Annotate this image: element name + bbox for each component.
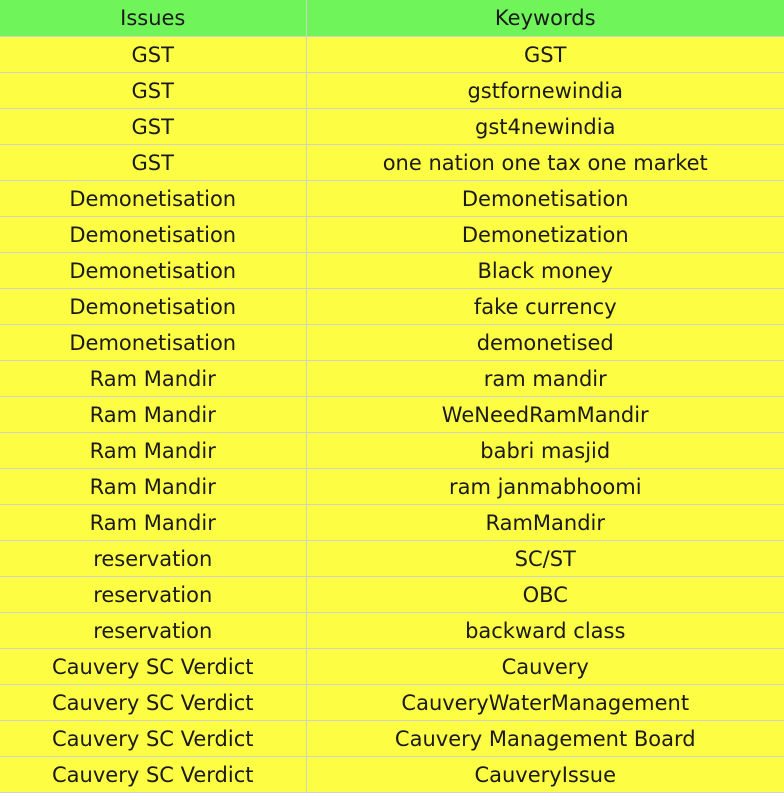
keyword-cell[interactable]: GST [305,36,784,73]
keyword-cell[interactable]: babri masjid [305,432,784,469]
table-row: Ram Mandir ram janmabhoomi [0,468,784,505]
table-row: Cauvery SC Verdict Cauvery [0,648,784,685]
table-row: Ram Mandir babri masjid [0,432,784,469]
table-row: GST GST [0,36,784,73]
keyword-cell[interactable]: fake currency [305,288,784,325]
issue-cell[interactable]: Cauvery SC Verdict [0,648,307,685]
keyword-cell[interactable]: OBC [305,576,784,613]
issue-cell[interactable]: GST [0,72,307,109]
issue-cell[interactable]: Demonetisation [0,324,307,361]
keyword-cell[interactable]: one nation one tax one market [305,144,784,181]
issue-cell[interactable]: Demonetisation [0,288,307,325]
table-row: Cauvery SC Verdict CauveryIssue [0,756,784,793]
issue-cell[interactable]: Demonetisation [0,216,307,253]
keyword-cell[interactable]: RamMandir [305,504,784,541]
table-row: reservation OBC [0,576,784,613]
header-cell-keywords[interactable]: Keywords [305,0,784,37]
table-row: Ram Mandir RamMandir [0,504,784,541]
issue-cell[interactable]: Ram Mandir [0,360,307,397]
table-row: Ram Mandir WeNeedRamMandir [0,396,784,433]
keyword-cell[interactable]: CauveryWaterManagement [305,684,784,721]
issue-cell[interactable]: Demonetisation [0,252,307,289]
keyword-cell[interactable]: Black money [305,252,784,289]
table-row: Demonetisation fake currency [0,288,784,325]
keyword-cell[interactable]: gstfornewindia [305,72,784,109]
keyword-cell[interactable]: demonetised [305,324,784,361]
keyword-cell[interactable]: Cauvery Management Board [305,720,784,757]
keyword-cell[interactable]: ram mandir [305,360,784,397]
header-cell-issues[interactable]: Issues [0,0,307,37]
table-row: reservation SC/ST [0,540,784,577]
table-row: GST one nation one tax one market [0,144,784,181]
table-row: GST gst4newindia [0,108,784,145]
issue-cell[interactable]: Cauvery SC Verdict [0,756,307,793]
table-row: Cauvery SC Verdict Cauvery Management Boa… [0,720,784,757]
keyword-cell[interactable]: Demonetization [305,216,784,253]
keyword-cell[interactable]: Demonetisation [305,180,784,217]
table-body: GST GST GST gstfornewindia GST gst4newindia GS… [0,36,784,793]
issue-cell[interactable]: reservation [0,576,307,613]
issue-cell[interactable]: GST [0,144,307,181]
keyword-cell[interactable]: ram janmabhoomi [305,468,784,505]
keyword-cell[interactable]: Cauvery [305,648,784,685]
issue-cell[interactable]: reservation [0,612,307,649]
issue-cell[interactable]: Ram Mandir [0,504,307,541]
issue-cell[interactable]: Ram Mandir [0,396,307,433]
issue-cell[interactable]: Ram Mandir [0,468,307,505]
issue-cell[interactable]: Cauvery SC Verdict [0,720,307,757]
table-row: Cauvery SC Verdict CauveryWaterManagement [0,684,784,721]
table-row: Demonetisation Black money [0,252,784,289]
issue-cell[interactable]: reservation [0,540,307,577]
table-row: Demonetisation Demonetisation [0,180,784,217]
table-row: GST gstfornewindia [0,72,784,109]
table-row: Demonetisation demonetised [0,324,784,361]
issue-cell[interactable]: Ram Mandir [0,432,307,469]
keyword-cell[interactable]: WeNeedRamMandir [305,396,784,433]
header-row: Issues Keywords [0,0,784,37]
keyword-cell[interactable]: backward class [305,612,784,649]
issue-cell[interactable]: Demonetisation [0,180,307,217]
table-row: reservation backward class [0,612,784,649]
table-row: Ram Mandir ram mandir [0,360,784,397]
keyword-cell[interactable]: SC/ST [305,540,784,577]
issue-cell[interactable]: Cauvery SC Verdict [0,684,307,721]
keyword-cell[interactable]: gst4newindia [305,108,784,145]
issue-cell[interactable]: GST [0,108,307,145]
issue-cell[interactable]: GST [0,36,307,73]
table-row: Demonetisation Demonetization [0,216,784,253]
keyword-cell[interactable]: CauveryIssue [305,756,784,793]
